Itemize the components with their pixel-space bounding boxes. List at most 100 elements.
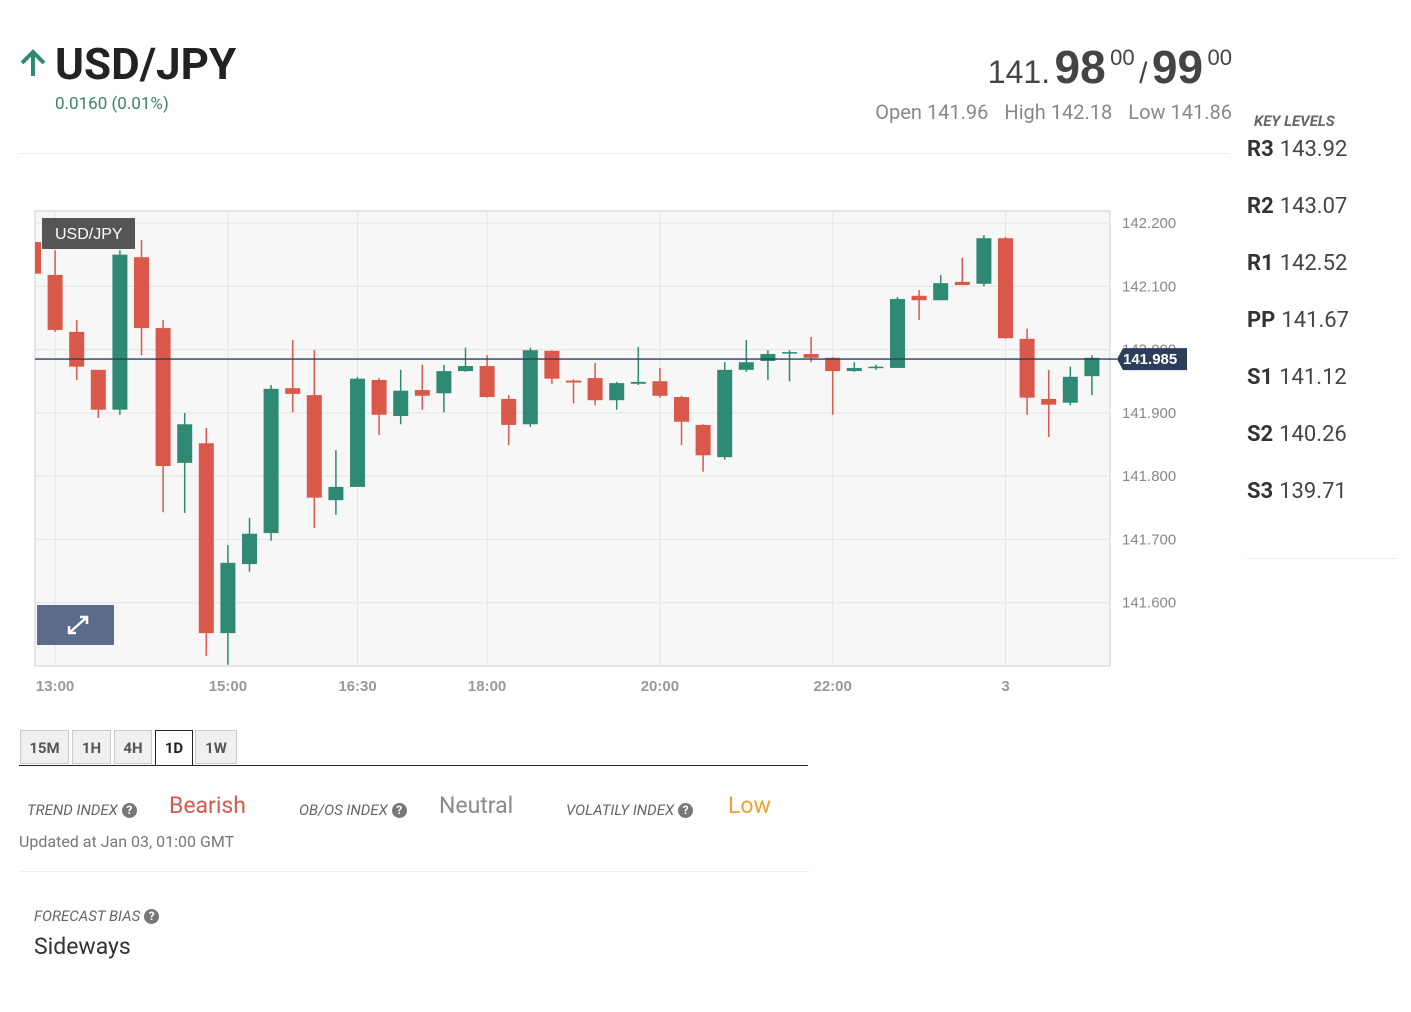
last-price-label: 141.985	[1123, 351, 1177, 368]
stat-value: 141.96	[926, 100, 989, 124]
candle-body	[112, 254, 128, 410]
candle-body	[1084, 357, 1100, 377]
candle-body	[350, 378, 365, 487]
y-tick-label: 141.600	[1122, 595, 1176, 612]
help-icon[interactable]: ?	[678, 803, 694, 818]
x-tick-label: 18:00	[468, 678, 506, 695]
candle-body	[263, 388, 279, 534]
x-tick-label: 15:00	[209, 678, 247, 695]
candle-body	[911, 295, 927, 301]
candle-body	[393, 390, 409, 417]
level-value: 139.71	[1279, 479, 1347, 504]
candle-body	[155, 328, 171, 467]
up-arrow	[20, 49, 46, 76]
level-name: PP	[1247, 308, 1276, 333]
level-name: S1	[1247, 365, 1274, 390]
level-name: R3	[1247, 137, 1274, 162]
candle-body	[371, 379, 387, 415]
candle-body	[522, 350, 538, 425]
help-icon[interactable]: ?	[121, 803, 137, 818]
session-stats: Open 141.96 High 142.18 Low 141.86	[859, 100, 1232, 124]
tab[interactable]: 4H	[114, 730, 152, 764]
index-label: VOLATILY INDEX?	[566, 800, 694, 819]
candle-body	[738, 362, 754, 370]
candle-body	[1041, 398, 1057, 405]
tab[interactable]: 1W	[195, 730, 237, 764]
separator: /	[1139, 57, 1148, 90]
y-tick-label: 142.200	[1122, 215, 1176, 232]
candle-body	[717, 369, 733, 458]
level-name: S2	[1247, 422, 1274, 447]
stat-label: Low	[1128, 100, 1166, 124]
help-icon[interactable]: ?	[144, 909, 160, 924]
candle-body	[134, 257, 149, 329]
candle-body	[306, 395, 322, 498]
candle-body	[177, 424, 193, 463]
candle-body	[198, 443, 214, 634]
stat-value: 142.18	[1050, 100, 1113, 124]
bid-prefix: 141.	[987, 54, 1051, 90]
change: 0.0160 (0.01%)	[55, 94, 169, 114]
candle-body	[998, 238, 1013, 339]
expand-button[interactable]	[37, 605, 114, 645]
level-value: 141.12	[1279, 365, 1347, 390]
candle-body	[782, 352, 797, 354]
tab[interactable]: 1H	[72, 730, 111, 764]
index-label-text: OB/OS INDEX	[299, 801, 388, 819]
candle-body	[544, 350, 560, 379]
y-tick-label: 141.800	[1122, 468, 1176, 485]
candle-body	[220, 562, 236, 634]
level-value: 142.52	[1279, 251, 1348, 276]
last-price-tag	[1117, 348, 1187, 371]
chart-title: USD/JPY	[55, 226, 123, 243]
bid-main: 98	[1054, 41, 1106, 93]
x-tick-label: 13:00	[36, 678, 74, 695]
candle-body	[868, 366, 884, 369]
index-label-text: VOLATILY INDEX	[566, 801, 675, 819]
bid-pip: 00	[1110, 45, 1135, 70]
level-name: R2	[1247, 194, 1274, 219]
index-label: OB/OS INDEX?	[299, 800, 407, 819]
x-tick-label: 20:00	[641, 678, 679, 695]
tabs-baseline	[19, 765, 808, 766]
key-level: S3 139.71	[1247, 479, 1347, 504]
key-level: R3 143.92	[1247, 137, 1347, 162]
session-stat: Low 141.86	[1128, 100, 1232, 124]
y-tick-label: 141.900	[1122, 405, 1176, 422]
help-icon[interactable]: ?	[391, 803, 407, 818]
candle-body	[890, 298, 905, 368]
candle-body	[479, 366, 495, 398]
index-value: Neutral	[439, 792, 514, 819]
candle-body	[760, 354, 776, 361]
candle-body	[695, 424, 711, 456]
candle-body	[285, 388, 301, 394]
candle-body	[436, 371, 452, 394]
tab[interactable]: 1D	[155, 730, 193, 766]
index-value: Bearish	[169, 792, 246, 819]
stat-label: Open	[875, 100, 922, 124]
updated: Updated at Jan 03, 01:00 GMT	[19, 832, 235, 851]
expand-icon	[67, 615, 89, 635]
chart: 141.600141.700141.800141.900142.000142.1…	[34, 210, 1187, 695]
candle-body	[90, 369, 106, 410]
key-level: S1 141.12	[1247, 365, 1347, 390]
candle-body	[630, 381, 646, 384]
candle-body	[674, 397, 689, 422]
stat-value: 141.86	[1170, 100, 1232, 124]
stat-label: High	[1004, 100, 1046, 124]
index-value: Low	[728, 792, 771, 819]
ask-main: 99	[1151, 41, 1204, 93]
tab[interactable]: 15M	[20, 730, 69, 764]
y-tick-label: 141.700	[1122, 531, 1176, 548]
session-stat: High 142.18	[1004, 100, 1112, 124]
forecast-label: FORECAST BIAS?	[34, 906, 160, 925]
candle-body	[803, 354, 819, 358]
divider	[1247, 558, 1397, 559]
candle-body	[328, 486, 344, 501]
candle-body	[933, 283, 949, 301]
index-label-text: TREND INDEX	[27, 801, 118, 819]
key-levels-title: KEY LEVELS	[1254, 112, 1335, 130]
candle-body	[954, 281, 970, 286]
candle-body	[69, 331, 85, 367]
session-stat: Open 141.96	[875, 100, 988, 124]
